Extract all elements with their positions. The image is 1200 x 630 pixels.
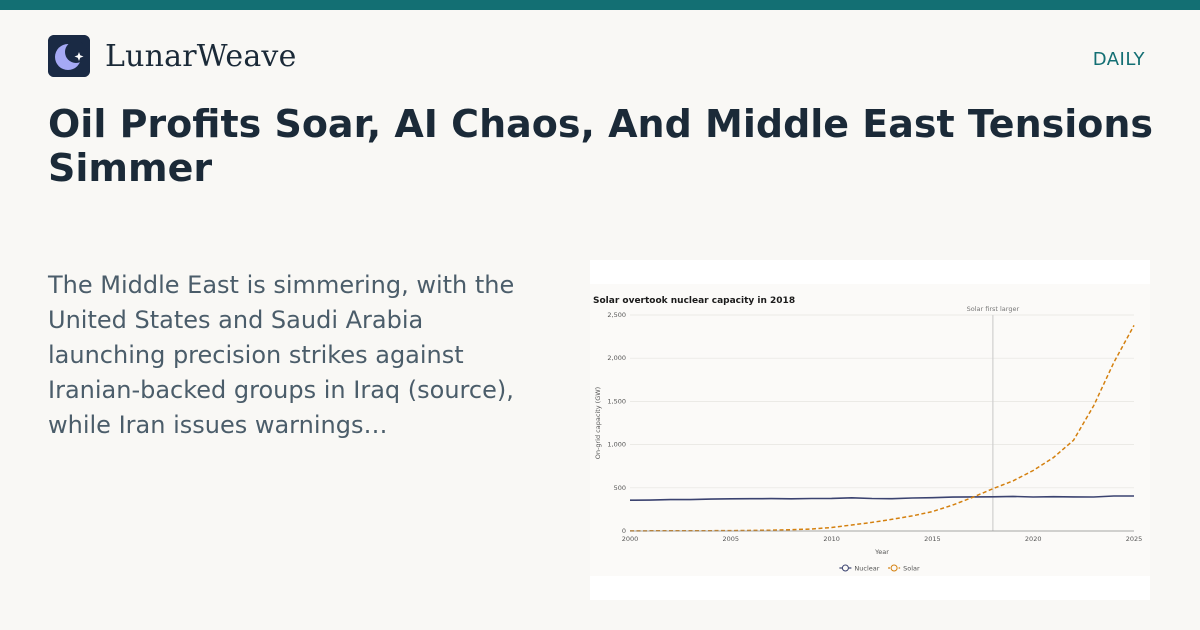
legend-label-solar: Solar [903,564,920,572]
chart-card: Solar overtook nuclear capacity in 2018 … [590,260,1150,600]
legend-label-nuclear: Nuclear [854,564,879,572]
article-headline[interactable]: Oil Profits Soar, AI Chaos, And Middle E… [48,102,1154,190]
legend-marker-nuclear [841,564,849,572]
x-tick-label: 2000 [622,535,639,543]
y-tick-label: 2,500 [607,311,626,319]
site-name: LunarWeave [105,38,297,74]
article-summary: The Middle East is simmering, with the U… [48,271,515,439]
section-tag[interactable]: DAILY [1092,49,1145,70]
x-tick-label: 2015 [924,535,941,543]
top-accent-bar [0,0,1200,10]
series-line-nuclear [629,495,1134,501]
brand[interactable]: LunarWeave [48,35,297,77]
chart-title: Solar overtook nuclear capacity in 2018 [593,296,795,306]
moon-star-icon [48,35,90,77]
series-line-solar [629,325,1135,532]
x-axis-label: Year [874,548,889,556]
x-tick-label: 2025 [1126,535,1143,543]
x-tick-label: 2005 [723,535,740,543]
y-tick-label: 0 [622,527,626,535]
y-axis-label: On-grid capacity (GW) [594,387,602,459]
chart-legend[interactable]: Nuclear Solar [839,564,920,572]
y-tick-label: 1,500 [607,397,626,405]
capacity-line-chart: Solar overtook nuclear capacity in 2018 … [590,260,1150,600]
y-tick-label: 500 [614,484,626,492]
x-tick-label: 2020 [1025,535,1042,543]
y-tick-label: 2,000 [607,354,626,362]
y-tick-label: 1,000 [607,441,626,449]
x-tick-label: 2010 [823,535,840,543]
annotation-label: Solar first larger [967,305,1020,313]
legend-marker-solar [890,564,898,572]
